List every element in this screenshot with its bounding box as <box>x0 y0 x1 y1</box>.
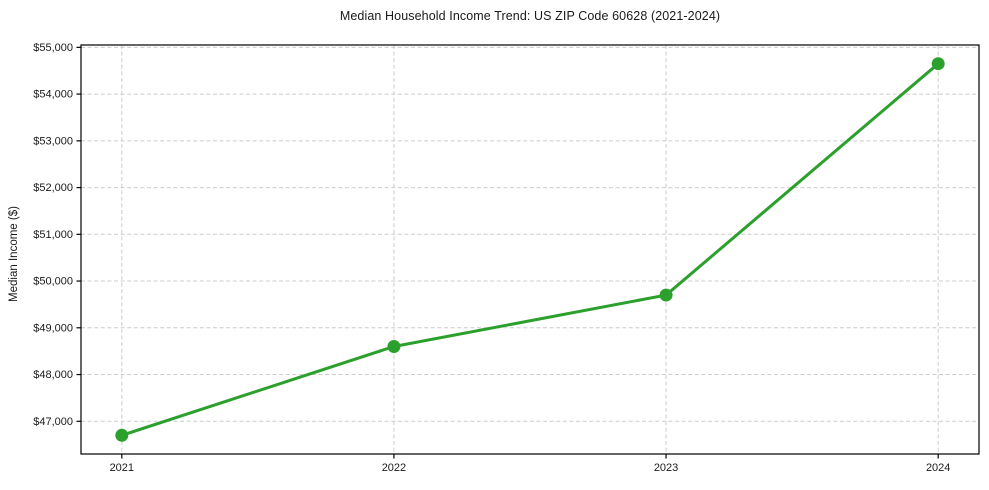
y-tick-label: $55,000 <box>33 42 73 54</box>
data-point-marker <box>115 428 129 442</box>
x-tick-label: 2024 <box>926 462 950 474</box>
x-tick-label: 2021 <box>110 462 134 474</box>
y-tick-label: $52,000 <box>33 182 73 194</box>
y-tick-label: $47,000 <box>33 416 73 428</box>
x-tick-label: 2022 <box>382 462 406 474</box>
chart-title: Median Household Income Trend: US ZIP Co… <box>339 9 721 23</box>
y-tick-label: $50,000 <box>33 276 73 288</box>
data-point-marker <box>387 339 401 353</box>
y-tick-label: $53,000 <box>33 135 73 147</box>
y-tick-label: $48,000 <box>33 369 73 381</box>
y-tick-label: $51,000 <box>33 229 73 241</box>
y-tick-label: $49,000 <box>33 322 73 334</box>
data-point-marker <box>931 57 945 71</box>
data-point-marker <box>659 288 673 302</box>
series-line <box>121 62 940 437</box>
y-tick-label: $54,000 <box>33 89 73 101</box>
x-tick-label: 2023 <box>654 462 678 474</box>
plot-border <box>80 44 980 455</box>
